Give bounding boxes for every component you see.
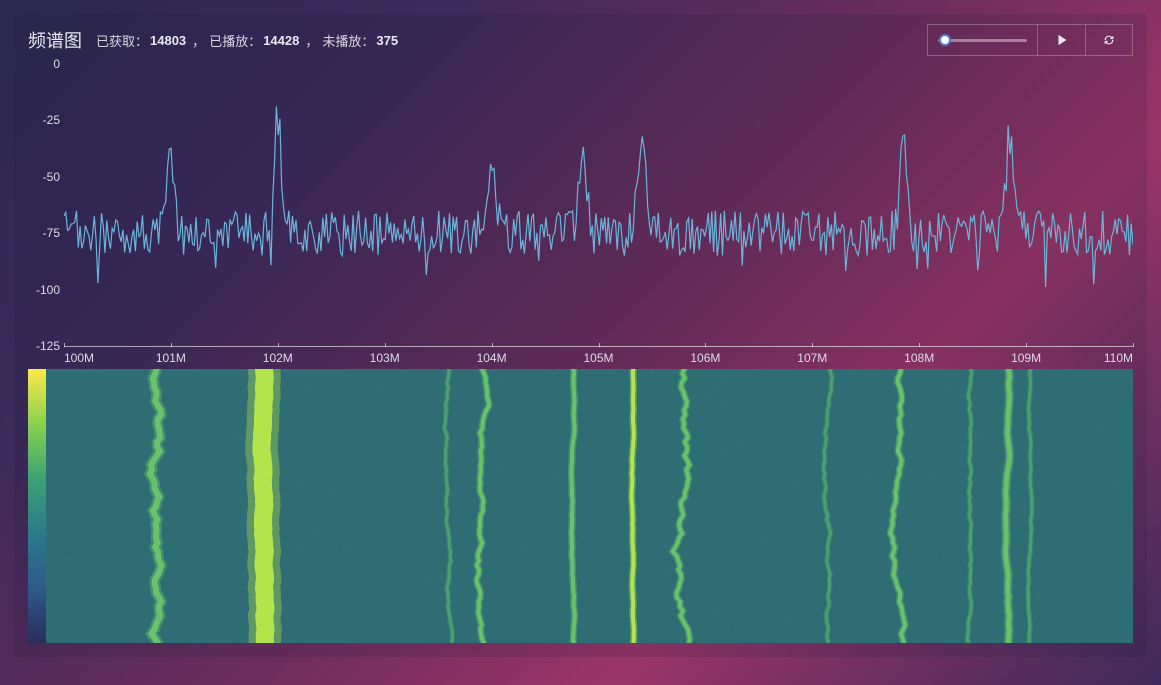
x-axis: 100M 101M 102M 103M 104M 105M 106M 107M 108M 109M… — [64, 346, 1133, 364]
y-tick-label: -75 — [43, 226, 60, 240]
spectrum-line — [64, 64, 1133, 346]
x-tick-label: 107M — [797, 351, 827, 365]
x-tick-label: 105M — [583, 351, 613, 365]
play-icon — [1055, 33, 1069, 47]
x-tick-label: 110M — [1104, 351, 1133, 365]
x-tick-label: 101M — [156, 351, 186, 365]
stat-separator: ， — [305, 31, 318, 50]
waterfall-chart[interactable] — [28, 369, 1133, 643]
x-tick-label: 108M — [904, 351, 934, 365]
x-tick-label: 104M — [477, 351, 507, 365]
y-axis: 0-25-50-75-100-125 — [28, 64, 64, 346]
playback-controls — [927, 24, 1133, 56]
stat-separator: ， — [192, 31, 205, 50]
slider-track — [938, 39, 1027, 42]
y-tick-label: -50 — [43, 170, 60, 184]
refresh-button[interactable] — [1085, 24, 1133, 56]
y-tick-label: -100 — [36, 283, 60, 297]
speed-slider[interactable] — [927, 24, 1037, 56]
waterfall-colorbar — [28, 369, 46, 643]
waterfall-svg — [46, 369, 1133, 643]
spectrum-plot — [64, 64, 1133, 346]
x-tick-label: 103M — [370, 351, 400, 365]
x-tick-label: 109M — [1011, 351, 1041, 365]
played-label: 已播放： — [209, 31, 261, 50]
panel-title: 频谱图 — [28, 27, 82, 53]
acquired-label: 已获取： — [96, 31, 148, 50]
play-button[interactable] — [1037, 24, 1085, 56]
spectrum-panel: 频谱图 已获取： 14803 ， 已播放： 14428 ， 未播放： 375 0… — [14, 14, 1147, 657]
y-tick-label: -25 — [43, 113, 60, 127]
x-tick-label: 100M — [64, 351, 94, 365]
x-tick-label: 106M — [690, 351, 720, 365]
played-value: 14428 — [263, 33, 299, 48]
y-tick-label: -125 — [36, 339, 60, 353]
unplayed-value: 375 — [376, 33, 398, 48]
y-tick-label: 0 — [53, 57, 60, 71]
acquired-value: 14803 — [150, 33, 186, 48]
unplayed-label: 未播放： — [322, 31, 374, 50]
spectrum-chart[interactable]: 0-25-50-75-100-125 100M101M102M103M104M1… — [28, 64, 1133, 364]
waterfall-canvas — [46, 369, 1133, 643]
refresh-icon — [1102, 33, 1116, 47]
panel-header: 频谱图 已获取： 14803 ， 已播放： 14428 ， 未播放： 375 — [14, 14, 1147, 62]
slider-thumb[interactable] — [939, 34, 951, 46]
x-tick-label: 102M — [263, 351, 293, 365]
